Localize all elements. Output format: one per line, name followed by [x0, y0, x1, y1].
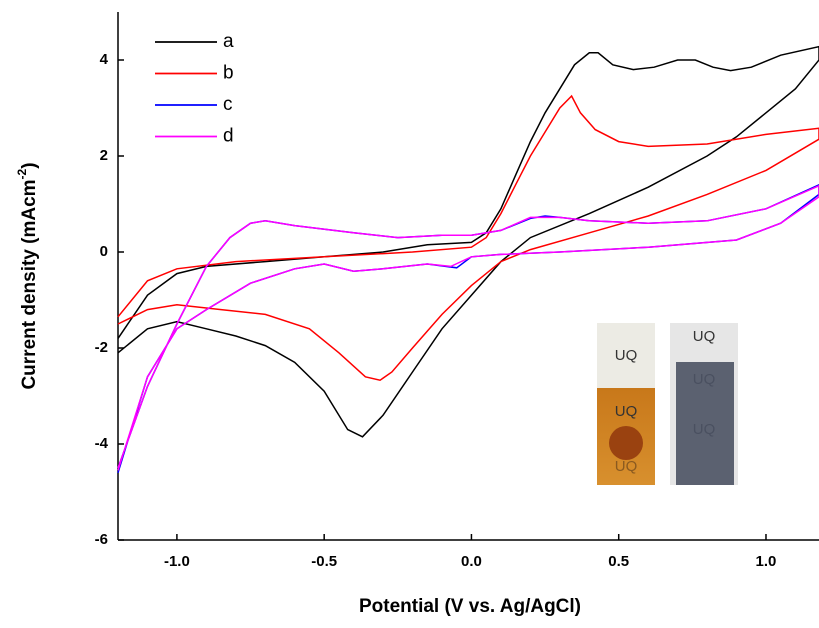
series-line [117, 184, 819, 471]
legend-label: a [223, 31, 234, 52]
x-tick-label: -0.5 [311, 553, 337, 570]
legend-label: b [223, 63, 234, 84]
x-tick-label: 1.0 [756, 553, 777, 570]
y-tick-label: 0 [100, 243, 108, 260]
inset-label: UQ [615, 347, 638, 364]
x-tick-label: -1.0 [164, 553, 190, 570]
inset-photos: UQ UQ UQ UQ UQ UQ [597, 323, 738, 485]
x-axis-title: Potential (V vs. Ag/AgCl) [359, 596, 581, 617]
legend-label: d [223, 126, 234, 147]
inset-label: UQ [615, 458, 638, 475]
y-axis-title-close: ) [19, 162, 40, 168]
y-axis-title: Current density (mAcm-2) [15, 162, 40, 389]
x-tick-label: 0.5 [608, 553, 629, 570]
series-line [117, 94, 819, 382]
inset-label: UQ [693, 421, 716, 438]
y-tick-label: -6 [95, 531, 108, 548]
vial-left-spot [609, 426, 643, 460]
y-tick-label: -2 [95, 339, 108, 356]
vial-right-film [676, 362, 734, 485]
y-tick-label: 2 [100, 147, 108, 164]
y-axis-title-text: Current density (mAcm [19, 179, 40, 389]
x-tick-label: 0.0 [461, 553, 482, 570]
inset-label: UQ [615, 403, 638, 420]
y-tick-label: -4 [95, 435, 109, 452]
inset-label: UQ [693, 328, 716, 345]
y-axis-title-sup: -2 [15, 168, 29, 179]
y-tick-label: 4 [100, 51, 109, 68]
inset-label: UQ [693, 371, 716, 388]
series-line [117, 45, 819, 438]
legend-label: c [223, 94, 233, 115]
